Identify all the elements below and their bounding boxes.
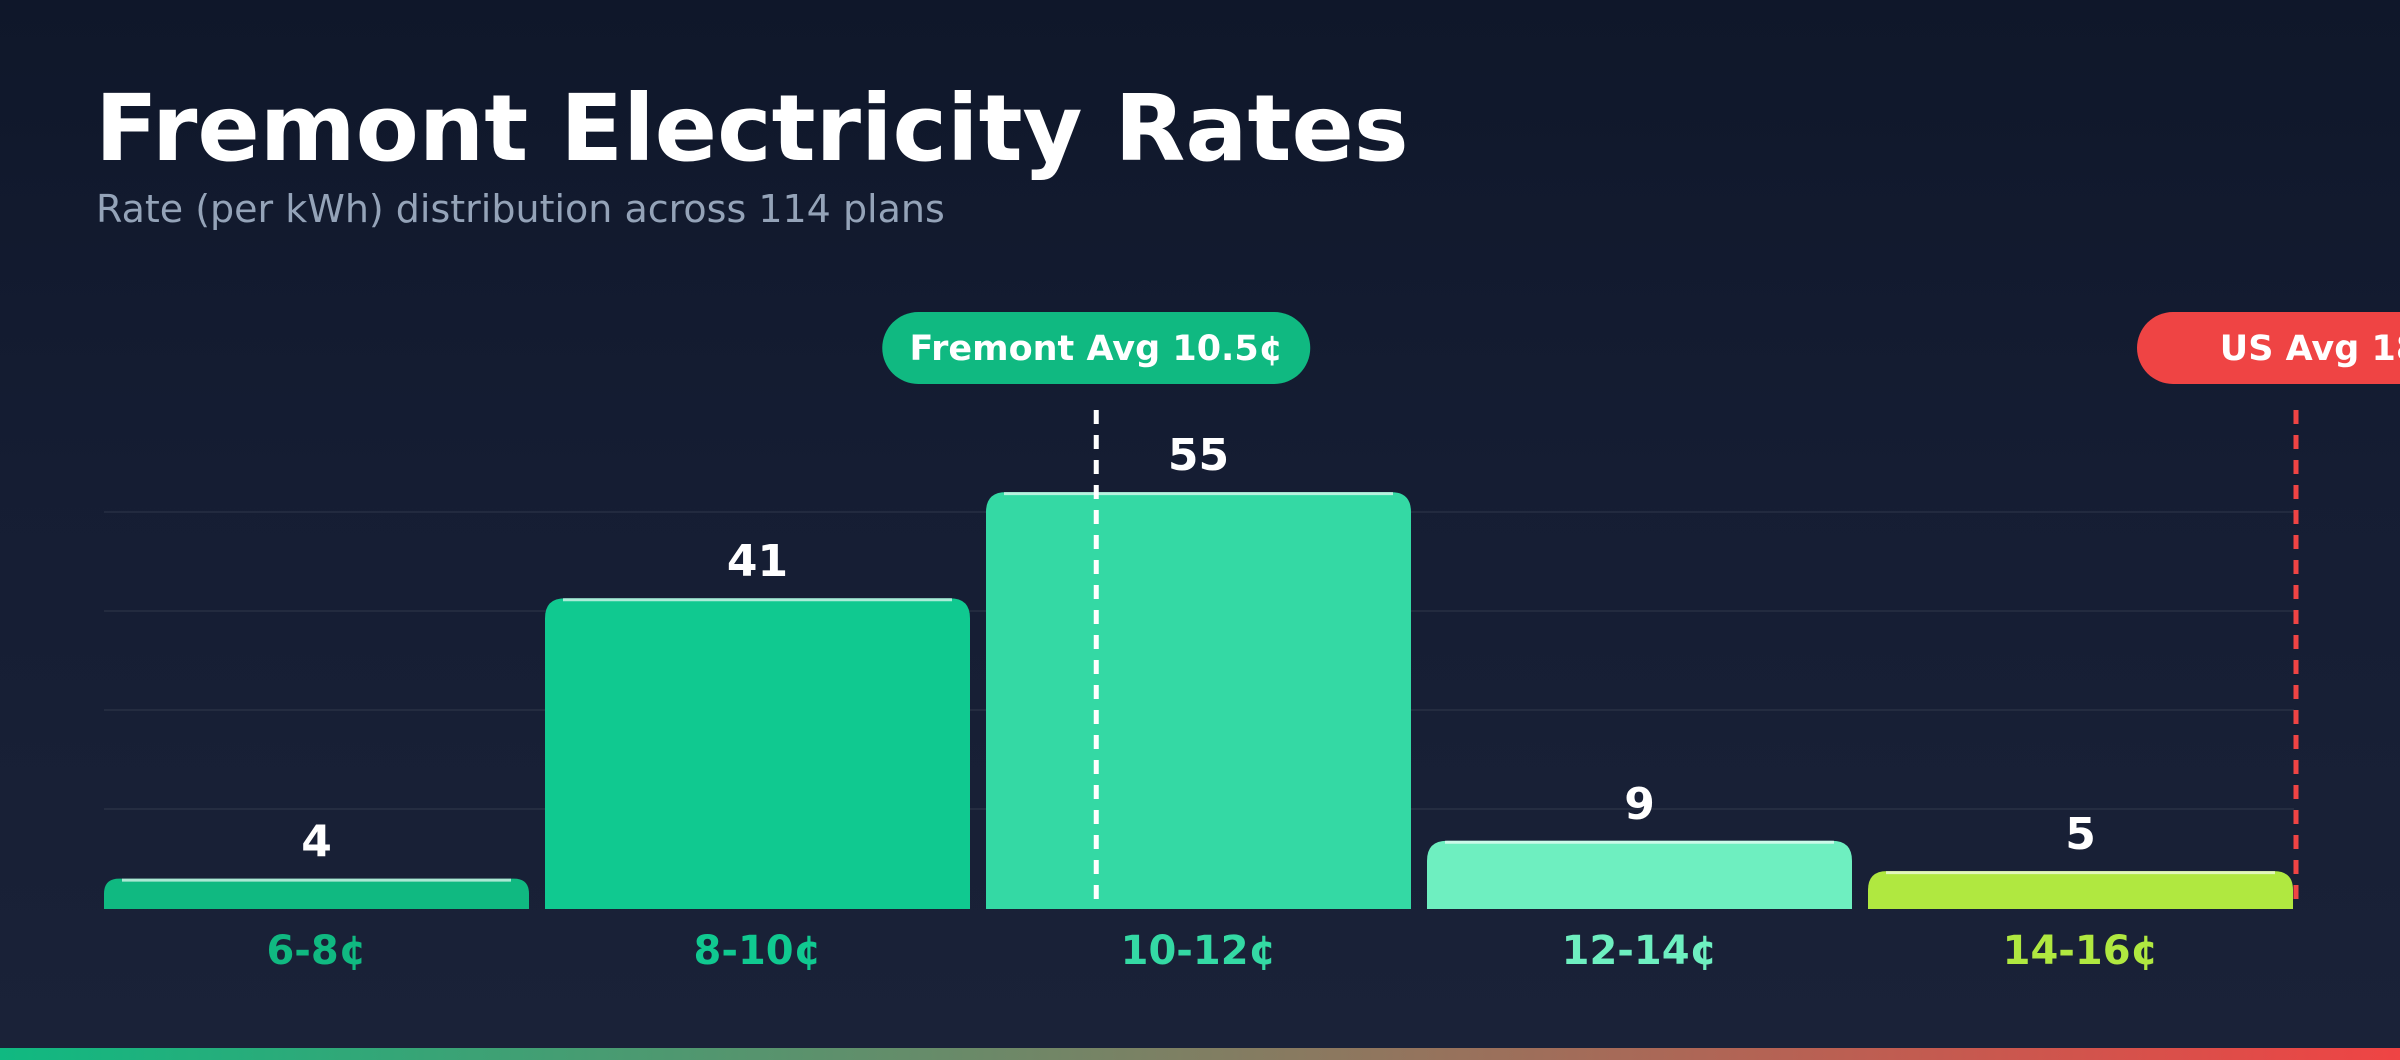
- category-label-3: 12-14¢: [1562, 928, 1718, 974]
- bars: 4 6-8¢ 41 8-10¢ 55 10-12¢ 9 12-14¢ 5 14-16¢: [104, 430, 2293, 974]
- reference-lines: Fremont Avg 10.5¢ US Avg 18.4¢: [882, 312, 2400, 905]
- category-label-1: 8-10¢: [694, 928, 822, 974]
- category-label-0: 6-8¢: [266, 928, 366, 974]
- chart-subtitle: Rate (per kWh) distribution across 114 p…: [96, 187, 945, 231]
- bar-4: [1868, 871, 2293, 909]
- bar-1: [545, 598, 970, 909]
- value-label-1: 41: [727, 536, 788, 587]
- chart-title: Fremont Electricity Rates: [95, 75, 1409, 182]
- bar-2: [986, 492, 1411, 909]
- value-label-4: 5: [2065, 809, 2096, 860]
- ref-label-1: US Avg 18.4¢: [2220, 329, 2400, 369]
- footer-accent-bar: [0, 1048, 2400, 1060]
- ref-pill-0: [882, 312, 1311, 384]
- ref-pill-1: [2137, 312, 2400, 384]
- value-label-3: 9: [1624, 779, 1655, 830]
- ref-label-0: Fremont Avg 10.5¢: [909, 329, 1283, 369]
- value-label-0: 4: [301, 817, 332, 868]
- bar-3: [1427, 840, 1852, 909]
- value-label-2: 55: [1168, 430, 1229, 481]
- bar-0: [104, 878, 529, 909]
- category-label-2: 10-12¢: [1121, 928, 1277, 974]
- category-label-4: 14-16¢: [2003, 928, 2159, 974]
